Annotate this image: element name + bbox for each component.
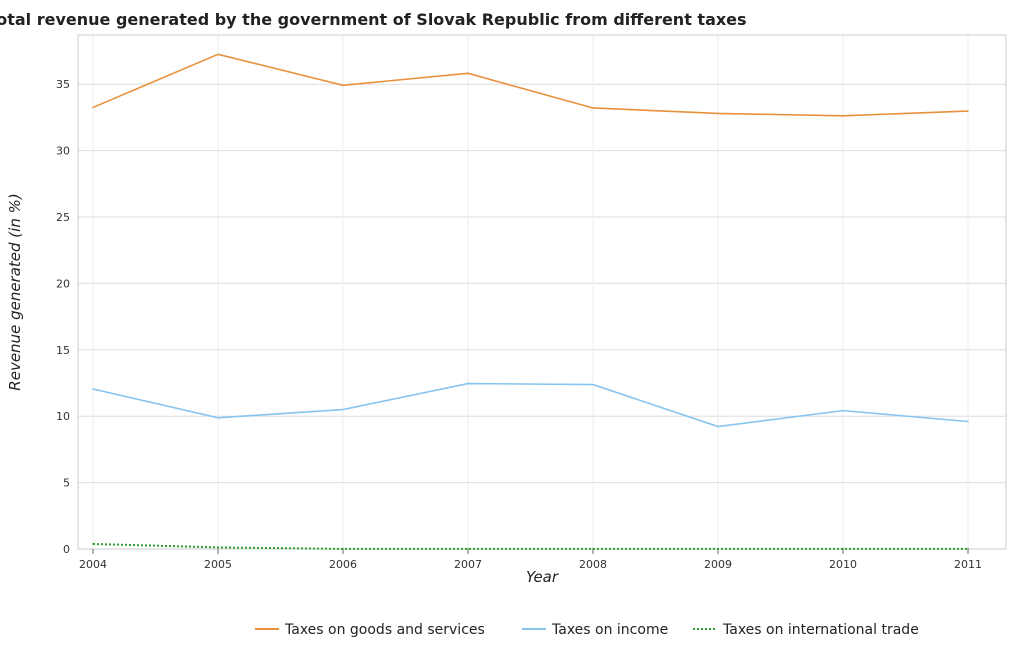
y-tick-label: 30 xyxy=(56,145,70,158)
data-point xyxy=(217,416,219,419)
data-point xyxy=(592,107,594,109)
data-point xyxy=(467,72,469,75)
data-point xyxy=(217,546,219,549)
data-point xyxy=(592,383,594,386)
y-tick-label: 20 xyxy=(56,277,70,290)
grid xyxy=(78,35,1006,550)
data-point xyxy=(592,548,594,550)
legend-label: Taxes on international trade xyxy=(722,622,919,638)
x-tick-label: 2011 xyxy=(954,558,982,571)
y-tick-label: 35 xyxy=(56,78,70,91)
legend-label: Taxes on goods and services xyxy=(284,622,485,638)
data-point xyxy=(842,115,844,117)
data-point xyxy=(342,84,344,87)
data-point xyxy=(92,543,94,545)
data-point xyxy=(217,53,219,56)
series-line-1 xyxy=(92,382,969,428)
y-tick-label: 15 xyxy=(56,344,70,357)
chart-title: Total revenue generated by the governmen… xyxy=(0,10,747,29)
y-tick-label: 25 xyxy=(56,211,70,224)
x-tick-label: 2009 xyxy=(704,558,732,571)
data-point xyxy=(467,548,469,550)
data-point xyxy=(967,420,969,423)
x-tick-label: 2008 xyxy=(579,558,607,571)
data-point xyxy=(717,425,719,428)
data-point xyxy=(92,106,94,109)
data-point xyxy=(717,548,719,550)
series-lines xyxy=(92,53,969,550)
data-point xyxy=(967,110,969,112)
series-line-0 xyxy=(92,53,969,117)
y-axis-label: Revenue generated (in %) xyxy=(6,193,24,390)
data-point xyxy=(92,388,94,390)
y-tick-label: 0 xyxy=(63,543,70,556)
data-point xyxy=(842,409,844,412)
x-tick-label: 2006 xyxy=(329,558,357,571)
data-point xyxy=(467,382,469,385)
plot-area xyxy=(77,34,1007,550)
y-axis: 0 5 10 15 20 25 30 35 xyxy=(56,78,70,556)
series-line-2 xyxy=(92,542,968,550)
data-point xyxy=(342,548,344,550)
data-point xyxy=(842,548,844,550)
x-tick-label: 2010 xyxy=(829,558,857,571)
x-tick-label: 2004 xyxy=(79,558,107,571)
y-tick-label: 10 xyxy=(56,410,70,423)
x-axis: 2004 2005 2006 2007 2008 2009 2010 2011 xyxy=(79,549,982,571)
legend-label: Taxes on income xyxy=(551,622,668,638)
x-tick-label: 2007 xyxy=(454,558,482,571)
y-tick-label: 5 xyxy=(63,477,70,490)
legend: Taxes on goods and services Taxes on inco… xyxy=(255,622,919,638)
data-point xyxy=(342,408,344,411)
data-point xyxy=(717,112,719,115)
data-point xyxy=(967,548,969,550)
x-axis-label: Year xyxy=(526,568,559,586)
x-tick-label: 2005 xyxy=(204,558,232,571)
